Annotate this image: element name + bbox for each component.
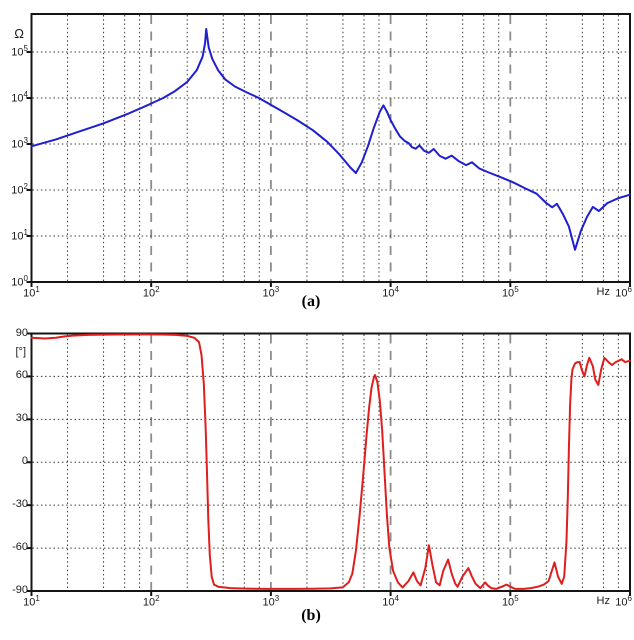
x-tick-label: 102 <box>142 285 160 300</box>
x-tick-label: 102 <box>142 594 160 609</box>
subfigure-label-b: (b) <box>301 607 321 624</box>
x-tick-label: 106 <box>615 594 632 609</box>
x-tick-label: 103 <box>262 285 280 300</box>
x-tick-label: 101 <box>23 285 40 300</box>
y-tick-label: 101 <box>11 227 28 243</box>
x-axis-unit-label: Hz <box>596 286 610 298</box>
x-axis-unit-label: Hz <box>596 595 610 607</box>
y-tick-label: -30 <box>12 498 28 511</box>
y-tick-label: 103 <box>11 135 28 151</box>
x-tick-label: 101 <box>23 594 40 609</box>
x-tick-label: 104 <box>382 594 399 609</box>
phase-unit-label: [°] <box>15 346 26 358</box>
x-tick-label: 106 <box>615 285 632 300</box>
y-tick-label: 30 <box>15 412 28 425</box>
x-tick-label: 103 <box>262 594 280 609</box>
y-tick-label: 104 <box>11 89 28 105</box>
x-tick-label: 105 <box>501 285 519 300</box>
x-tick-label: 105 <box>501 594 519 609</box>
phase-curve <box>30 333 631 590</box>
y-tick-label: 0 <box>21 455 28 468</box>
y-tick-label: 100 <box>11 274 28 289</box>
y-tick-label: -90 <box>12 584 28 596</box>
impedance-unit-label: Ω <box>14 26 24 41</box>
x-tick-label: 104 <box>382 285 399 300</box>
impedance-magnitude-curve <box>30 28 631 251</box>
y-tick-label: 60 <box>15 369 28 382</box>
y-tick-label: 102 <box>11 181 28 197</box>
y-tick-label: -60 <box>12 541 28 554</box>
subfigure-label-a: (a) <box>301 293 321 310</box>
y-tick-label: 105 <box>11 43 28 59</box>
y-tick-label: 90 <box>15 326 28 339</box>
